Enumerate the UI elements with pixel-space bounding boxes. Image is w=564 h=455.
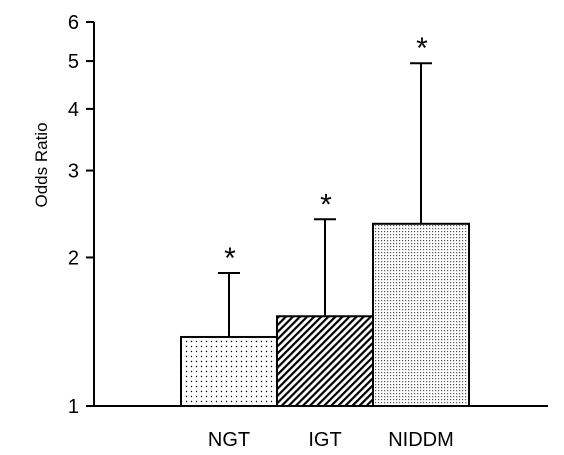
x-category-label: NIDDM (388, 429, 454, 451)
y-tick-label: 5 (68, 51, 79, 73)
y-tick-label: 4 (68, 99, 79, 121)
bar-ngt (180, 335, 278, 407)
bars-group: * * * (180, 32, 470, 407)
x-axis: NGT IGT NIDDM (94, 405, 548, 451)
significance-asterisk-ngt: * (224, 242, 236, 275)
y-axis: 1 2 3 4 5 6 (68, 12, 95, 418)
x-category-label: NGT (208, 429, 250, 451)
bar-niddm (372, 222, 470, 407)
y-tick-label: 1 (68, 396, 79, 418)
y-tick-label: 6 (68, 12, 79, 34)
significance-asterisk-igt: * (320, 188, 332, 221)
x-category-label: IGT (308, 429, 341, 451)
significance-asterisk-niddm: * (416, 32, 428, 65)
y-axis-title: Odds Ratio (32, 122, 51, 207)
y-tick-label: 3 (68, 161, 79, 183)
y-tick-label: 2 (68, 247, 79, 269)
bar-igt (276, 315, 374, 407)
